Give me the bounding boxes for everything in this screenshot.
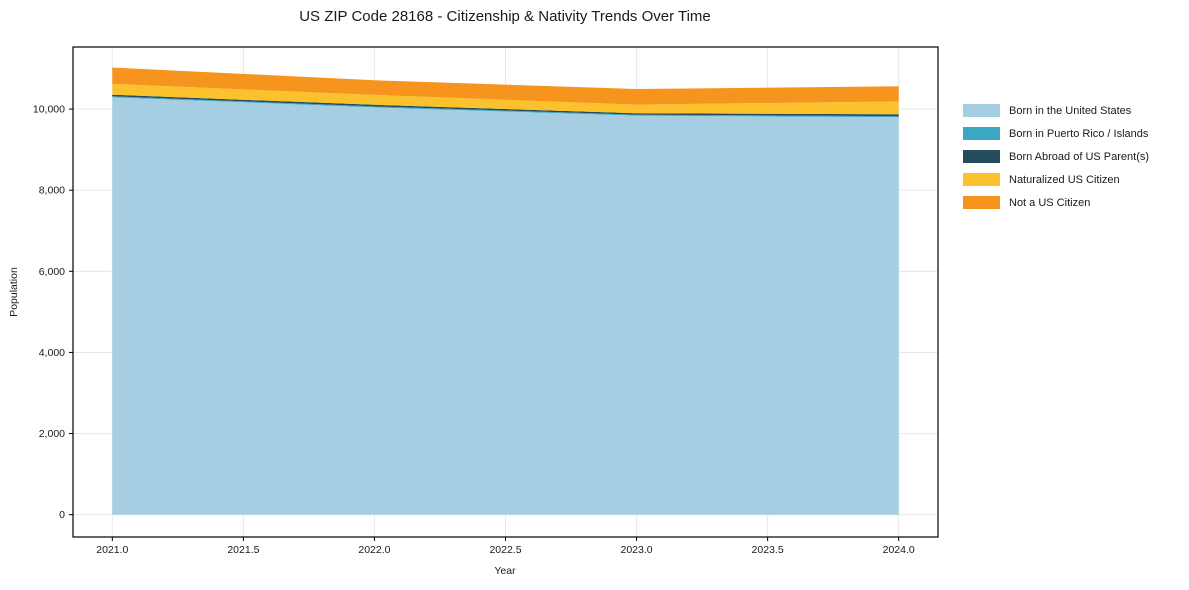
area-series	[112, 67, 899, 105]
legend-swatch	[963, 196, 1000, 209]
x-tick-label: 2021.0	[96, 544, 128, 556]
area-series	[112, 94, 899, 117]
legend-label: Born in Puerto Rico / Islands	[1009, 127, 1149, 140]
legend-swatch	[963, 150, 1000, 163]
y-tick-label: 2,000	[39, 428, 65, 440]
legend-swatch	[963, 104, 1000, 117]
legend-item: Born in the United States	[963, 104, 1149, 117]
y-axis-label: Population	[8, 267, 20, 317]
y-tick-label: 8,000	[39, 185, 65, 197]
x-tick-label: 2022.5	[489, 544, 521, 556]
legend: Born in the United States Born in Puerto…	[963, 104, 1149, 209]
x-tick-label: 2021.5	[227, 544, 259, 556]
legend-label: Not a US Citizen	[1009, 196, 1091, 209]
legend-swatch	[963, 173, 1000, 186]
x-tick-label: 2023.5	[752, 544, 784, 556]
legend-label: Born in the United States	[1009, 104, 1132, 117]
y-tick-label: 4,000	[39, 347, 65, 359]
area-series	[112, 97, 899, 515]
x-axis-label: Year	[494, 565, 516, 577]
legend-swatch	[963, 127, 1000, 140]
x-tick-label: 2022.0	[358, 544, 390, 556]
y-tick-label: 0	[59, 509, 65, 521]
area-series	[112, 83, 899, 115]
legend-item: Born in Puerto Rico / Islands	[963, 127, 1149, 140]
x-tick-label: 2024.0	[883, 544, 915, 556]
chart-title: US ZIP Code 28168 - Citizenship & Nativi…	[299, 8, 711, 25]
y-tick-label: 6,000	[39, 266, 65, 278]
legend-label: Naturalized US Citizen	[1009, 173, 1120, 186]
legend-item: Born Abroad of US Parent(s)	[963, 150, 1149, 163]
legend-label: Born Abroad of US Parent(s)	[1009, 150, 1150, 163]
x-tick-label: 2023.0	[620, 544, 652, 556]
legend-item: Naturalized US Citizen	[963, 173, 1149, 186]
legend-item: Not a US Citizen	[963, 196, 1149, 209]
y-tick-label: 10,000	[33, 104, 65, 116]
